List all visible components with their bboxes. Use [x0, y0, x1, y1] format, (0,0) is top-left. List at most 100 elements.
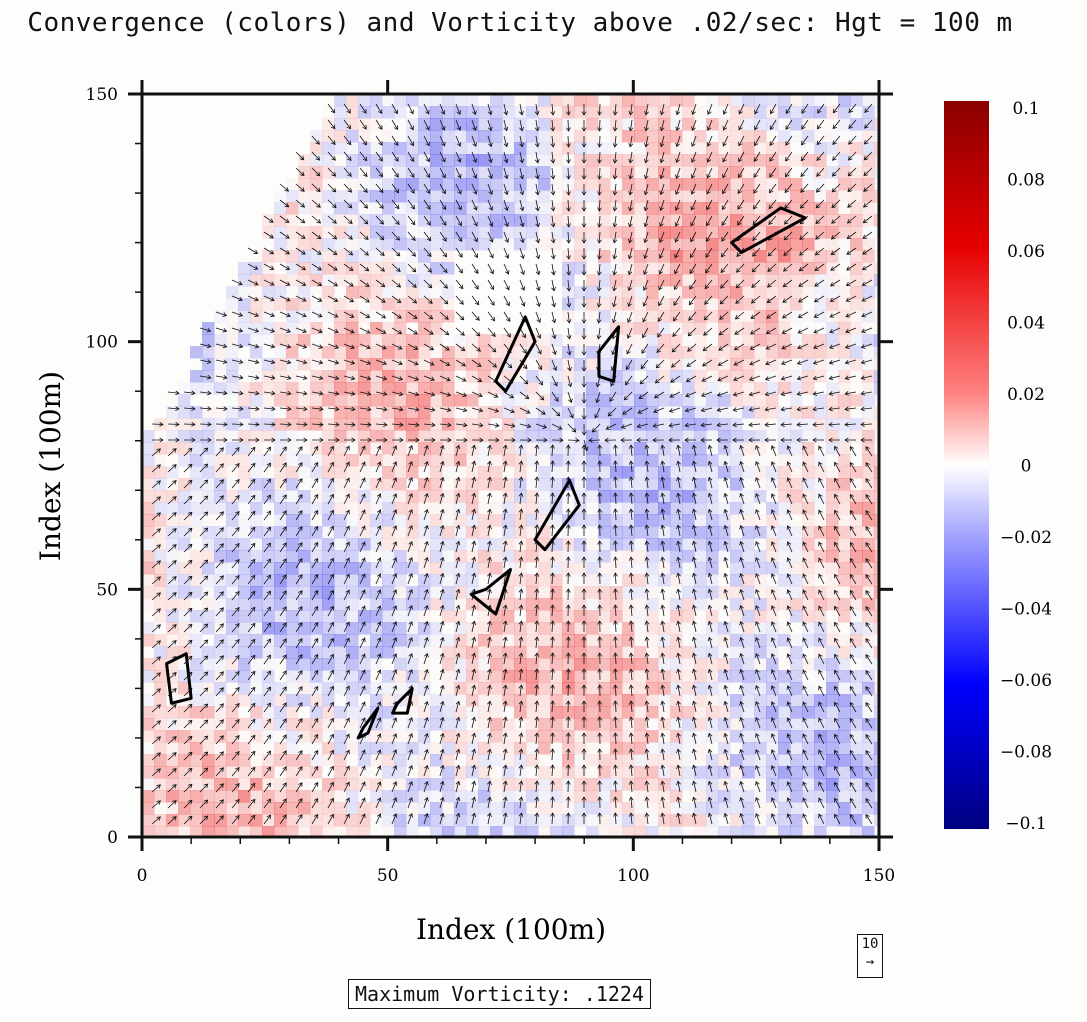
field-cell	[610, 634, 623, 647]
field-cell	[322, 610, 335, 623]
field-cell	[754, 418, 767, 431]
wind-arrow	[519, 135, 523, 147]
field-cell	[478, 610, 491, 623]
field-cell	[478, 718, 491, 731]
field-cell	[682, 478, 695, 491]
field-cell	[574, 526, 587, 539]
field-cell	[850, 202, 863, 215]
field-cell	[190, 574, 203, 587]
field-cell	[694, 262, 707, 275]
field-cell	[610, 790, 623, 803]
field-cell	[586, 298, 599, 311]
field-cell	[178, 526, 191, 539]
field-cell	[190, 778, 203, 791]
wind-arrow	[311, 151, 320, 161]
field-cell	[622, 610, 635, 623]
field-cell	[826, 658, 839, 671]
field-cell	[430, 646, 443, 659]
field-cell	[418, 754, 431, 767]
field-cell	[190, 622, 203, 635]
field-cell	[430, 754, 443, 767]
field-cell	[634, 202, 647, 215]
field-cell	[646, 562, 659, 575]
field-cell	[850, 682, 863, 695]
wind-arrow	[800, 183, 809, 193]
field-cell	[706, 622, 719, 635]
field-cell	[550, 478, 563, 491]
field-cell	[634, 502, 647, 515]
field-cell	[370, 106, 383, 119]
field-cell	[238, 766, 251, 779]
field-cell	[730, 622, 743, 635]
field-cell	[490, 742, 503, 755]
field-cell	[238, 262, 251, 275]
field-cell	[478, 502, 491, 515]
field-cell	[634, 754, 647, 767]
field-cell	[874, 154, 879, 167]
field-cell	[874, 754, 879, 767]
wind-arrow-head	[706, 189, 711, 195]
field-cell	[850, 622, 863, 635]
field-cell	[826, 670, 839, 683]
field-cell	[790, 610, 803, 623]
field-cell	[790, 106, 803, 119]
field-cell	[286, 670, 299, 683]
field-cell	[838, 346, 851, 359]
field-cell	[670, 802, 683, 815]
field-cell	[298, 598, 311, 611]
field-cell	[658, 250, 671, 263]
field-cell	[874, 370, 879, 383]
field-cell	[346, 706, 359, 719]
field-cell	[670, 466, 683, 479]
wind-arrow	[661, 103, 665, 115]
wind-arrow	[785, 119, 793, 130]
field-cell	[742, 826, 755, 837]
wind-arrow-head	[863, 187, 868, 192]
field-cell	[154, 430, 167, 443]
field-cell	[442, 718, 455, 731]
field-cell	[526, 610, 539, 623]
field-cell	[754, 202, 767, 215]
field-cell	[634, 382, 647, 395]
field-cell	[742, 358, 755, 371]
field-cell	[718, 190, 731, 203]
field-cell	[538, 754, 551, 767]
field-cell	[574, 538, 587, 551]
wind-arrow-head	[722, 189, 727, 195]
field-cell	[850, 118, 863, 131]
wind-arrow	[375, 167, 383, 177]
field-cell	[538, 550, 551, 563]
field-cell	[718, 250, 731, 263]
field-cell	[250, 814, 263, 827]
field-cell	[646, 670, 659, 683]
field-cell	[142, 598, 155, 611]
field-cell	[646, 334, 659, 347]
field-cell	[298, 202, 311, 215]
field-cell	[418, 586, 431, 599]
field-cell	[562, 826, 575, 837]
field-cell	[646, 346, 659, 359]
field-cell	[370, 202, 383, 215]
field-cell	[514, 826, 527, 837]
field-cell	[598, 106, 611, 119]
field-cell	[550, 130, 563, 143]
wind-arrow-head	[550, 207, 556, 212]
field-cell	[322, 514, 335, 527]
field-cell	[358, 202, 371, 215]
field-cell	[538, 166, 551, 179]
field-cell	[814, 94, 827, 107]
field-cell	[586, 778, 599, 791]
convergence-field	[142, 94, 879, 837]
field-cell	[814, 142, 827, 155]
field-cell	[682, 106, 695, 119]
field-cell	[418, 190, 431, 203]
wind-arrow-head	[628, 143, 634, 148]
field-cell	[586, 526, 599, 539]
field-cell	[634, 358, 647, 371]
field-cell	[586, 262, 599, 275]
field-cell	[838, 526, 851, 539]
field-cell	[406, 130, 419, 143]
field-cell	[382, 814, 395, 827]
field-cell	[574, 178, 587, 191]
field-cell	[274, 334, 287, 347]
